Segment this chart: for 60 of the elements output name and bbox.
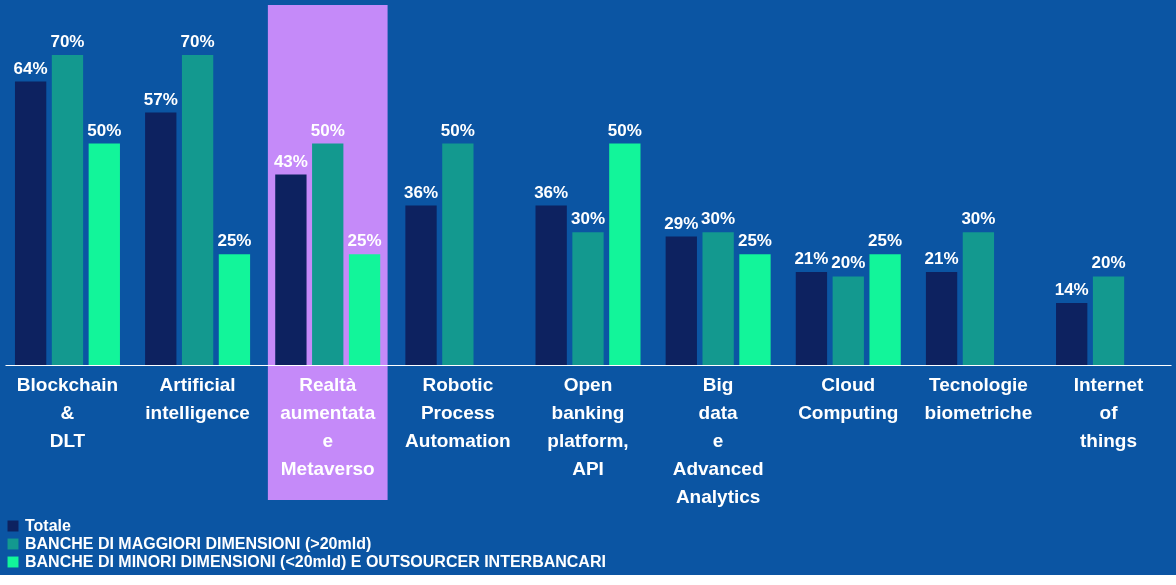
data-label: 64% bbox=[13, 58, 48, 78]
data-label: 36% bbox=[534, 182, 569, 202]
x-tick-label: Tecnologie biometriche bbox=[924, 373, 1033, 423]
data-label: 25% bbox=[868, 231, 903, 251]
bar bbox=[1056, 303, 1088, 365]
data-label: 50% bbox=[310, 120, 345, 140]
legend-label: BANCHE DI MINORI DIMENSIONI (<20mld) E OUTSOURCER INTERBANCARI bbox=[25, 553, 606, 570]
x-tick-label: Open banking platform, API bbox=[547, 373, 629, 479]
x-tick-label: Internet of things bbox=[1073, 373, 1145, 451]
data-label: 70% bbox=[50, 32, 85, 51]
bar bbox=[275, 174, 307, 365]
bar bbox=[405, 205, 437, 365]
data-label: 36% bbox=[404, 182, 439, 202]
data-label: 30% bbox=[701, 209, 736, 229]
bar bbox=[145, 112, 177, 365]
bar bbox=[88, 143, 120, 365]
bar bbox=[925, 272, 958, 365]
bar bbox=[1092, 276, 1125, 365]
bar bbox=[962, 232, 995, 365]
x-tick-label: Blockchain & DLT bbox=[16, 373, 119, 451]
data-label: 29% bbox=[664, 213, 699, 233]
bar bbox=[218, 254, 251, 365]
bar bbox=[609, 143, 641, 365]
bar bbox=[795, 272, 828, 365]
data-label: 30% bbox=[961, 209, 996, 229]
bar bbox=[442, 143, 474, 365]
bar bbox=[181, 55, 214, 365]
bar bbox=[832, 276, 864, 365]
x-tick-label: Cloud Computing bbox=[798, 373, 899, 423]
data-label: 50% bbox=[440, 120, 475, 140]
data-label: 50% bbox=[87, 120, 122, 140]
data-label: 57% bbox=[143, 89, 178, 109]
data-label: 14% bbox=[1054, 280, 1089, 299]
x-tick-label: Artificial intelligence bbox=[145, 373, 250, 423]
data-label: 30% bbox=[570, 209, 606, 229]
x-tick-label: Robotic Process Automation bbox=[405, 373, 511, 451]
bar bbox=[348, 254, 381, 365]
legend-label: Totale bbox=[25, 517, 72, 534]
x-tick-label: Big data e Advanced Analytics bbox=[672, 373, 764, 507]
data-label: 70% bbox=[180, 32, 215, 51]
bar bbox=[14, 81, 47, 365]
bar bbox=[739, 254, 771, 365]
data-label: 43% bbox=[273, 151, 308, 171]
data-label: 50% bbox=[607, 120, 642, 140]
data-label: 20% bbox=[1091, 253, 1126, 273]
bar bbox=[702, 232, 734, 365]
data-label: 25% bbox=[347, 231, 382, 251]
data-label: 21% bbox=[924, 249, 959, 268]
bar bbox=[51, 55, 84, 365]
bar bbox=[869, 254, 901, 365]
bar bbox=[312, 143, 344, 365]
bar bbox=[572, 232, 604, 365]
data-label: 21% bbox=[794, 249, 829, 268]
data-label: 20% bbox=[831, 253, 866, 273]
data-label: 25% bbox=[217, 231, 252, 251]
bar bbox=[665, 236, 697, 365]
bar bbox=[535, 205, 567, 365]
x-tick-label: Realtà aumentata e Metaverso bbox=[280, 373, 376, 479]
legend-label: BANCHE DI MAGGIORI DIMENSIONI (>20mld) bbox=[25, 535, 372, 552]
data-label: 25% bbox=[737, 231, 772, 251]
